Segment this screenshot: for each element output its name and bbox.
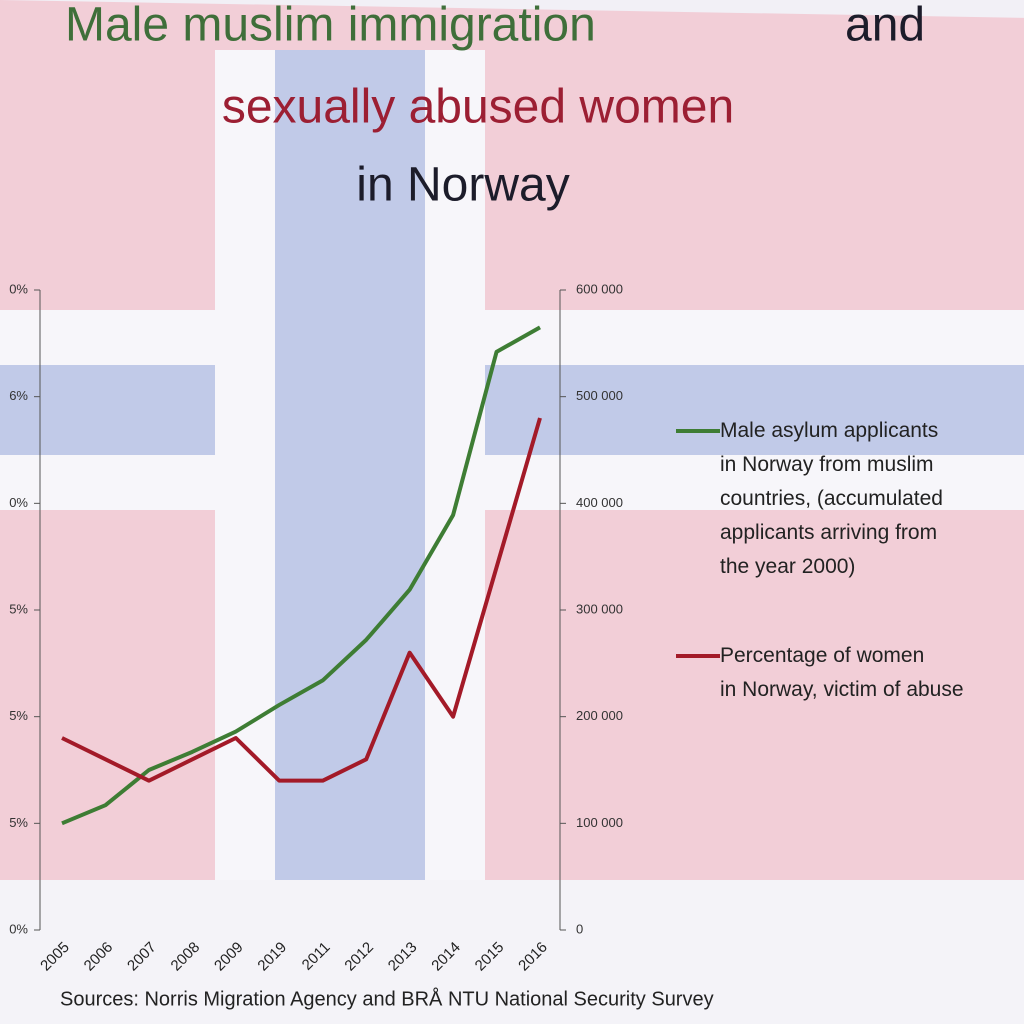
tick-label: 0 xyxy=(576,921,583,936)
title-part: sexually abused women xyxy=(222,81,734,134)
tick-label: 6% xyxy=(9,388,28,403)
title-part: Male muslim immigration xyxy=(65,0,596,52)
series-line xyxy=(61,417,542,783)
tick-label: 0% xyxy=(9,495,28,510)
title-part: and xyxy=(845,0,925,52)
tick-label: 300 000 xyxy=(576,601,623,616)
tick-label: 400 000 xyxy=(576,495,623,510)
tick-label: 500 000 xyxy=(576,388,623,403)
tick-label: 5% xyxy=(9,815,28,830)
tick-label: 200 000 xyxy=(576,708,623,723)
tick-label: 5% xyxy=(9,708,28,723)
tick-label: 600 000 xyxy=(576,281,623,296)
tick-label: 0% xyxy=(9,281,28,296)
tick-label: 0% xyxy=(9,921,28,936)
source: Sources: Norris Migration Agency and BRÅ… xyxy=(60,987,714,1010)
title-part: in Norway xyxy=(356,159,569,212)
legend-label: Percentage of women in Norway, victim of… xyxy=(720,644,964,701)
tick-label: 100 000 xyxy=(576,815,623,830)
title: Male muslim immigration and sexually abuse… xyxy=(65,0,925,212)
legend-label: Male asylum applicants in Norway from mu… xyxy=(720,419,943,578)
tick-label: 5% xyxy=(9,601,28,616)
